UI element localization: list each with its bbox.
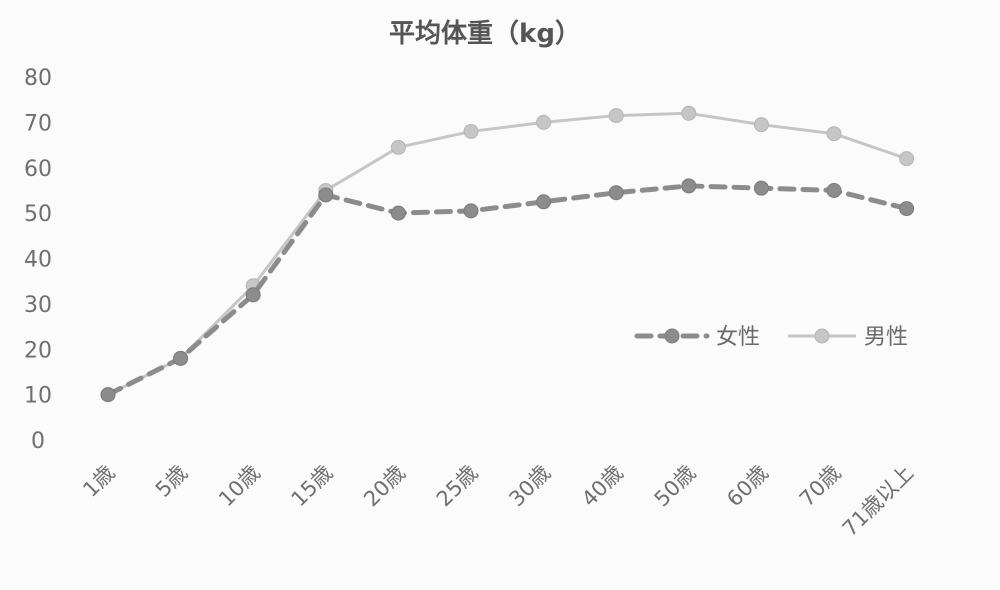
y-axis-ticks: 0 10 20 30 40 50 60 70 80 (24, 66, 52, 454)
data-point (390, 205, 406, 221)
data-point (608, 108, 624, 124)
y-tick-label: 80 (24, 66, 52, 91)
y-tick-label: 0 (31, 429, 45, 454)
y-tick-label: 40 (24, 248, 52, 273)
legend-marker-female (664, 328, 680, 344)
data-point (390, 139, 406, 155)
legend-label-male: 男性 (864, 325, 908, 350)
data-point (753, 180, 769, 196)
x-tick-label: 20歳 (359, 461, 410, 512)
data-point (536, 194, 552, 210)
series-female (100, 178, 915, 403)
x-tick-label: 30歳 (504, 461, 555, 512)
chart-title: 平均体重（kg） (389, 19, 581, 49)
series-male (100, 105, 915, 403)
x-tick-label: 71歳以上 (838, 461, 918, 541)
y-tick-label: 10 (24, 384, 52, 409)
data-point (826, 126, 842, 142)
legend-marker-male (814, 328, 830, 344)
data-point (899, 151, 915, 167)
legend-label-female: 女性 (716, 325, 760, 350)
x-tick-label: 10歳 (214, 461, 265, 512)
series-line (106, 111, 909, 397)
legend: 女性 男性 (634, 325, 908, 350)
y-tick-label: 70 (24, 111, 52, 136)
series-layer (100, 105, 915, 403)
data-point (318, 187, 334, 203)
y-tick-label: 30 (24, 293, 52, 318)
y-tick-label: 50 (24, 202, 52, 227)
legend-item-female: 女性 (634, 325, 760, 350)
data-point (681, 178, 697, 194)
data-point (463, 123, 479, 139)
x-tick-label: 50歳 (650, 461, 701, 512)
x-tick-label: 60歳 (722, 461, 773, 512)
x-tick-label: 70歳 (795, 461, 846, 512)
x-tick-label: 15歳 (287, 461, 338, 512)
data-point (753, 117, 769, 133)
x-tick-label: 5歳 (151, 461, 192, 502)
data-point (463, 203, 479, 219)
data-point (608, 185, 624, 201)
data-point (100, 387, 116, 403)
data-point (826, 182, 842, 198)
data-point (173, 350, 189, 366)
series-line (105, 183, 910, 398)
data-point (899, 201, 915, 217)
legend-item-male: 男性 (788, 325, 908, 350)
data-point (681, 105, 697, 121)
x-tick-label: 25歳 (432, 461, 483, 512)
x-tick-label: 40歳 (577, 461, 628, 512)
data-point (245, 287, 261, 303)
y-tick-label: 20 (24, 338, 52, 363)
y-tick-label: 60 (24, 157, 52, 182)
x-tick-label: 1歳 (78, 461, 119, 502)
data-point (536, 114, 552, 130)
